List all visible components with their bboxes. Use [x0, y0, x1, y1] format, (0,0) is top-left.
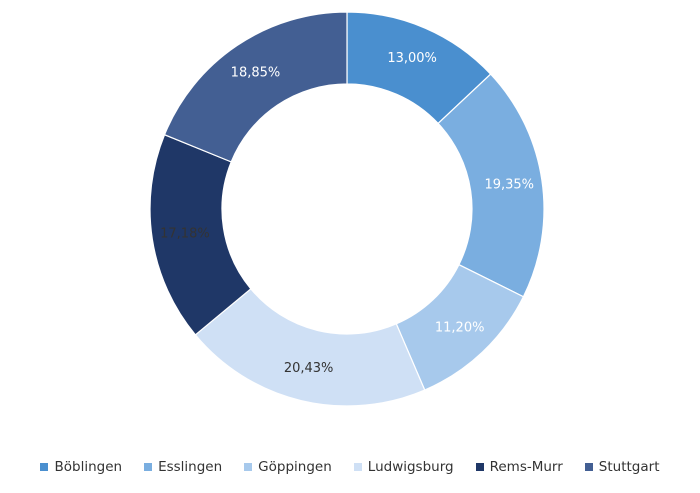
legend-item-stuttgart: Stuttgart — [584, 459, 660, 475]
donut-slice-stuttgart — [163, 11, 348, 163]
legend-item-esslingen: Esslingen — [144, 459, 222, 475]
legend-item-goppingen: Göppingen — [244, 459, 332, 475]
legend-swatch — [584, 463, 593, 471]
slice-value-label-stuttgart: 18,85% — [231, 65, 281, 80]
slice-value-label-esslingen: 19,35% — [484, 178, 534, 193]
legend-swatch — [40, 463, 49, 471]
legend-item-ludwigsburg: Ludwigsburg — [353, 459, 454, 475]
legend-swatch — [144, 463, 153, 471]
legend-label: Göppingen — [258, 459, 332, 475]
legend-item-rems-murr: Rems-Murr — [475, 459, 563, 475]
legend-label: Stuttgart — [598, 459, 660, 475]
slice-value-label-goppingen: 11,20% — [435, 321, 485, 336]
legend-swatch — [475, 463, 484, 471]
legend-swatch — [244, 463, 253, 471]
chart-legend: Böblingen Esslingen Göppingen Ludwigsburg Re… — [0, 459, 700, 475]
slice-value-label-ludwigsburg: 20,43% — [284, 361, 334, 376]
legend-label: Rems-Murr — [489, 459, 563, 475]
legend-label: Böblingen — [54, 459, 123, 475]
legend-item-boblingen: Böblingen — [40, 459, 122, 475]
legend-label: Ludwigsburg — [367, 459, 454, 475]
slice-value-label-boblingen: 13,00% — [387, 51, 437, 66]
donut-slices — [149, 11, 545, 407]
donut-value-labels: 13,00% 19,35% 11,20% 20,43% 17,18% 18,85% — [160, 51, 534, 376]
legend-label: Esslingen — [158, 459, 223, 475]
legend-swatch — [353, 463, 362, 471]
slice-value-label-rems-murr: 17,18% — [160, 227, 210, 242]
